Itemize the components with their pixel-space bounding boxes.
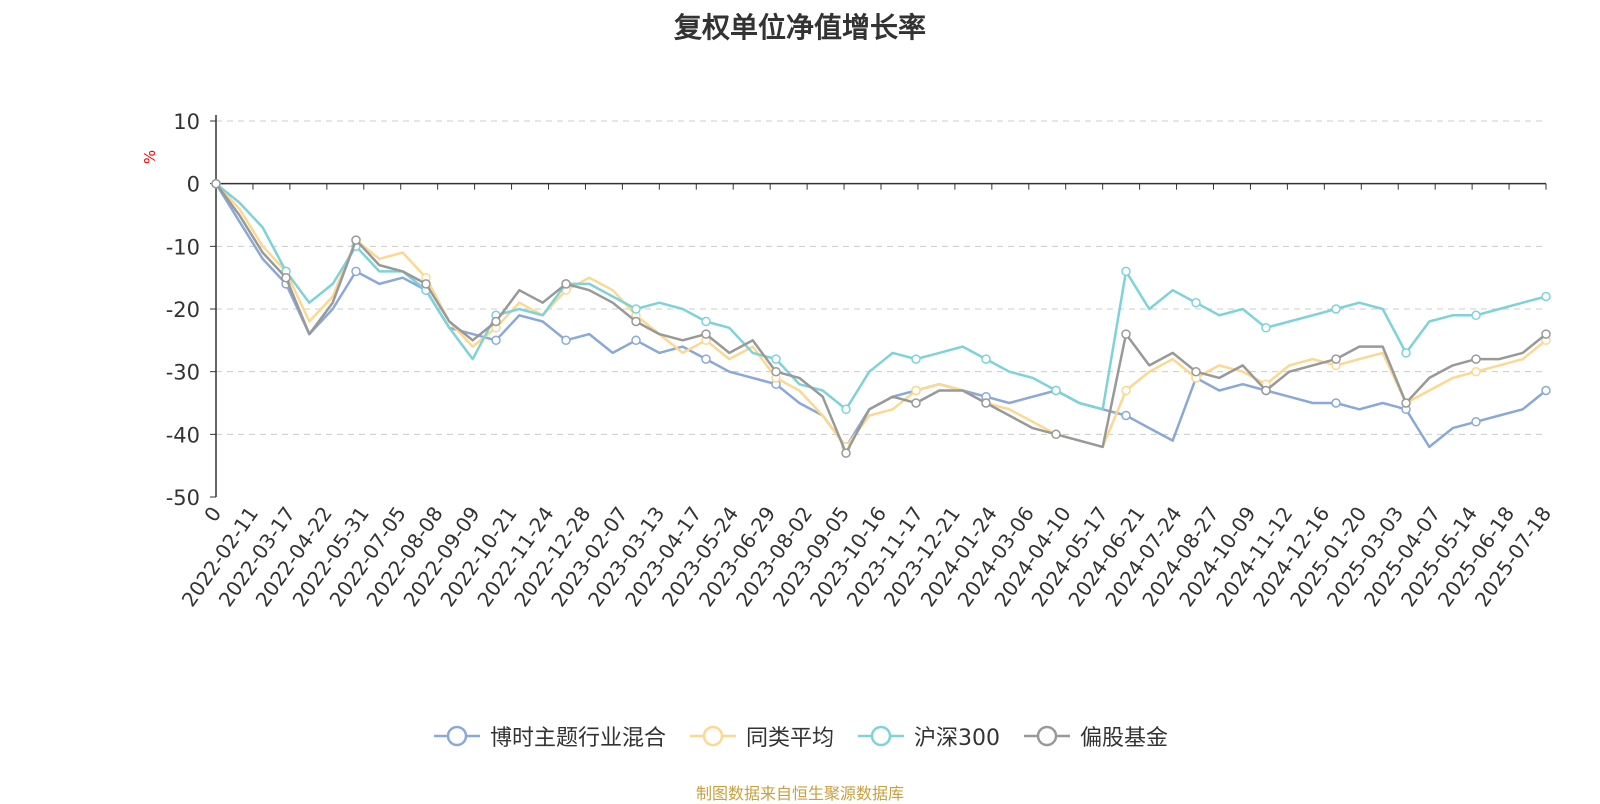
line-chart: 10 0 -10 -20 -30 -40 -50 02022-02-112022-03-17… — [166, 110, 1556, 611]
legend-item-3[interactable]: 偏股基金 — [1022, 720, 1168, 752]
legend-item-2[interactable]: 沪深300 — [856, 720, 1000, 752]
series-3-point-45 — [1261, 385, 1271, 396]
series-3-point-54 — [1471, 354, 1481, 364]
x-tick-label-0: 0 — [199, 502, 226, 526]
series-line-3 — [214, 182, 1547, 455]
series-3-point-24 — [771, 366, 781, 377]
series-2-point-42 — [1191, 297, 1201, 308]
series-3-point-57 — [1541, 329, 1551, 339]
series-0-point-39 — [1121, 410, 1131, 421]
series-0-point-18 — [631, 335, 641, 346]
legend-swatch-icon — [689, 725, 736, 747]
source-note: 制图数据来自恒生聚源数据库 — [695, 784, 904, 803]
series-3-point-30 — [911, 398, 921, 408]
series-0-point-15 — [561, 335, 571, 346]
series-2-point-21 — [701, 316, 711, 327]
series-3-point-15 — [561, 279, 571, 289]
y-tick-label-4: -30 — [166, 361, 200, 385]
y-tick-label-2: -10 — [166, 235, 200, 259]
series-0-point-21 — [701, 354, 711, 364]
series-2-point-48 — [1331, 304, 1341, 314]
series-3-point-36 — [1051, 429, 1061, 440]
y-axis: 10 0 -10 -20 -30 -40 -50 — [166, 110, 217, 510]
series-2-point-45 — [1261, 323, 1271, 333]
series-2-point-24 — [771, 354, 781, 364]
legend-label: 博时主题行业混合 — [489, 726, 666, 751]
y-tick-label-1: 0 — [187, 173, 200, 197]
series-1-point-39 — [1121, 385, 1131, 396]
series-3-point-18 — [631, 316, 641, 327]
series-2-point-33 — [981, 354, 991, 364]
series-3-point-33 — [981, 398, 991, 408]
series-2-point-51 — [1401, 348, 1411, 358]
legend: 博时主题行业混合 同类平均 沪深300 偏股基金 — [0, 720, 1600, 752]
legend-swatch-icon — [1024, 725, 1070, 747]
series-0-point-57 — [1541, 385, 1551, 396]
y-tick-label-0: 10 — [173, 110, 200, 134]
y-tick-label-3: -20 — [166, 298, 200, 322]
series-0-point-12 — [491, 335, 501, 346]
y-tick-label-5: -40 — [166, 423, 200, 447]
legend-item-1[interactable]: 同类平均 — [688, 720, 834, 752]
series-line-1 — [215, 182, 1547, 449]
series-3-point-9 — [421, 279, 431, 289]
y-tick-label-6: -50 — [166, 486, 200, 510]
series-3-point-12 — [491, 316, 501, 327]
chart-title: 复权单位净值增长率 — [673, 11, 926, 44]
series-line-0 — [214, 183, 1547, 449]
series-0-point-6 — [351, 266, 361, 277]
series-0-point-48 — [1331, 398, 1341, 408]
legend-swatch-icon — [858, 725, 904, 747]
series-0-point-54 — [1471, 417, 1481, 427]
series-3-point-39 — [1121, 329, 1131, 339]
x-axis: 02022-02-112022-03-172022-04-222022-05-3… — [177, 182, 1556, 611]
legend-item-0[interactable]: 博时主题行业混合 — [432, 720, 666, 752]
series-2-point-18 — [631, 304, 641, 314]
series-2-point-57 — [1541, 291, 1551, 302]
series-2-point-30 — [911, 354, 921, 364]
series-line-2 — [215, 182, 1547, 411]
legend-label: 偏股基金 — [1080, 726, 1169, 751]
series-3-point-48 — [1331, 354, 1341, 364]
series-3-point-42 — [1191, 366, 1201, 377]
series-3-point-0 — [211, 178, 221, 189]
series-2-point-54 — [1471, 310, 1481, 321]
series-3-point-6 — [351, 235, 361, 245]
series-2-point-27 — [841, 404, 851, 415]
series-1-point-30 — [911, 385, 921, 396]
series-2-point-39 — [1121, 266, 1131, 277]
series-3-point-21 — [701, 329, 711, 339]
series-3-point-51 — [1401, 398, 1411, 408]
series-lines — [211, 178, 1551, 458]
series-1-point-54 — [1471, 366, 1481, 377]
legend-label: 沪深300 — [914, 726, 1000, 751]
legend-label: 同类平均 — [745, 726, 834, 751]
legend-swatch-icon — [433, 725, 480, 747]
series-3-point-3 — [281, 272, 291, 283]
series-2-point-36 — [1051, 385, 1061, 396]
series-3-point-27 — [841, 448, 851, 458]
